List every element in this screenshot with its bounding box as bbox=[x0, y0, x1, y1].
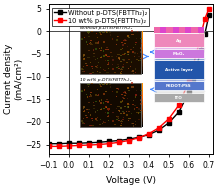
Without p-DTS(FBTTh₂)₂ bbox=[200, 49, 202, 51]
Y-axis label: Current density
(mA/cm²): Current density (mA/cm²) bbox=[4, 44, 24, 114]
Without p-DTS(FBTTh₂)₂ bbox=[138, 136, 140, 139]
10 wt% p-DTS(FBTTh₂)₂ bbox=[107, 143, 110, 145]
X-axis label: Voltage (V): Voltage (V) bbox=[106, 176, 156, 185]
10 wt% p-DTS(FBTTh₂)₂ bbox=[117, 141, 120, 143]
Without p-DTS(FBTTh₂)₂ bbox=[147, 133, 150, 136]
Line: 10 wt% p-DTS(FBTTh₂)₂: 10 wt% p-DTS(FBTTh₂)₂ bbox=[47, 7, 211, 148]
Without p-DTS(FBTTh₂)₂ bbox=[196, 64, 198, 67]
10 wt% p-DTS(FBTTh₂)₂ bbox=[178, 104, 180, 106]
Without p-DTS(FBTTh₂)₂ bbox=[187, 91, 190, 94]
10 wt% p-DTS(FBTTh₂)₂ bbox=[187, 80, 190, 82]
10 wt% p-DTS(FBTTh₂)₂ bbox=[67, 145, 70, 147]
Without p-DTS(FBTTh₂)₂ bbox=[97, 141, 100, 143]
10 wt% p-DTS(FBTTh₂)₂ bbox=[204, 18, 206, 20]
Legend: Without p-DTS(FBTTh₂)₂, 10 wt% p-DTS(FBTTh₂)₂: Without p-DTS(FBTTh₂)₂, 10 wt% p-DTS(FBT… bbox=[52, 8, 149, 26]
10 wt% p-DTS(FBTTh₂)₂ bbox=[196, 51, 198, 53]
Without p-DTS(FBTTh₂)₂ bbox=[67, 142, 70, 144]
10 wt% p-DTS(FBTTh₂)₂ bbox=[200, 34, 202, 36]
Without p-DTS(FBTTh₂)₂ bbox=[204, 33, 206, 35]
10 wt% p-DTS(FBTTh₂)₂ bbox=[138, 137, 140, 139]
Without p-DTS(FBTTh₂)₂ bbox=[77, 142, 80, 144]
Without p-DTS(FBTTh₂)₂ bbox=[107, 140, 110, 143]
Without p-DTS(FBTTh₂)₂ bbox=[47, 143, 50, 145]
Without p-DTS(FBTTh₂)₂ bbox=[117, 139, 120, 142]
Without p-DTS(FBTTh₂)₂ bbox=[178, 111, 180, 113]
Without p-DTS(FBTTh₂)₂ bbox=[127, 138, 130, 140]
10 wt% p-DTS(FBTTh₂)₂ bbox=[157, 127, 160, 129]
10 wt% p-DTS(FBTTh₂)₂ bbox=[127, 139, 130, 142]
10 wt% p-DTS(FBTTh₂)₂ bbox=[57, 145, 60, 148]
10 wt% p-DTS(FBTTh₂)₂ bbox=[192, 66, 194, 68]
Without p-DTS(FBTTh₂)₂ bbox=[87, 142, 90, 144]
Without p-DTS(FBTTh₂)₂ bbox=[57, 143, 60, 145]
10 wt% p-DTS(FBTTh₂)₂ bbox=[77, 144, 80, 147]
Without p-DTS(FBTTh₂)₂ bbox=[157, 129, 160, 131]
10 wt% p-DTS(FBTTh₂)₂ bbox=[97, 143, 100, 146]
Without p-DTS(FBTTh₂)₂ bbox=[192, 78, 194, 80]
10 wt% p-DTS(FBTTh₂)₂ bbox=[168, 118, 170, 120]
Without p-DTS(FBTTh₂)₂ bbox=[168, 122, 170, 124]
10 wt% p-DTS(FBTTh₂)₂ bbox=[147, 132, 150, 135]
Line: Without p-DTS(FBTTh₂)₂: Without p-DTS(FBTTh₂)₂ bbox=[47, 14, 211, 145]
10 wt% p-DTS(FBTTh₂)₂ bbox=[87, 144, 90, 146]
10 wt% p-DTS(FBTTh₂)₂ bbox=[208, 8, 210, 10]
10 wt% p-DTS(FBTTh₂)₂ bbox=[47, 145, 50, 148]
Without p-DTS(FBTTh₂)₂ bbox=[208, 14, 210, 17]
